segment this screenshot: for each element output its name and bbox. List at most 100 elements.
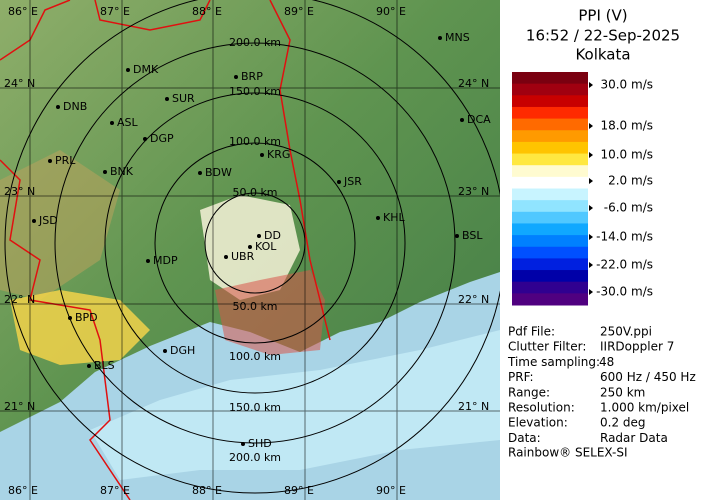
scale-tick (589, 289, 593, 295)
latitude-label: 21° N (458, 400, 489, 413)
place-dot (103, 170, 107, 174)
longitude-label: 88° E (192, 484, 222, 497)
color-band (512, 165, 588, 178)
color-band (512, 211, 588, 224)
place-dot (241, 442, 245, 446)
place-dot (234, 75, 238, 79)
range-label: 200.0 km (229, 36, 281, 49)
scale-label: -6.0 m/s (604, 201, 653, 215)
graticule (0, 0, 500, 500)
info-key: Range: (508, 385, 550, 399)
info-value: 0.2 deg (600, 416, 646, 430)
color-band (512, 141, 588, 155)
color-band (512, 83, 588, 96)
info-key: Elevation: (508, 416, 568, 430)
info-value: 1.000 km/pixel (600, 401, 689, 415)
place-label: ASL (117, 116, 139, 129)
info-key: PRF: (508, 370, 534, 384)
place-dot (143, 137, 147, 141)
longitude-label: 87° E (100, 484, 130, 497)
info-key: Pdf File: (508, 325, 555, 339)
site-name: Kolkata (575, 46, 630, 64)
range-label: 50.0 km (232, 300, 277, 313)
range-label: 200.0 km (229, 451, 281, 464)
scale-tick (589, 205, 593, 211)
range-label: 100.0 km (229, 350, 281, 363)
info-value: 250V.ppi (600, 325, 652, 339)
place-label: BDW (205, 166, 232, 179)
latitude-label: 23° N (4, 185, 35, 198)
place-label: BRP (241, 70, 263, 83)
place-label: BSL (462, 229, 483, 242)
info-key: Data: (508, 431, 541, 445)
scale-label: 10.0 m/s (600, 148, 653, 162)
scale-tick (589, 82, 593, 88)
place-label: KOL (255, 240, 277, 253)
latitude-label: 22° N (4, 293, 35, 306)
place-dot (438, 36, 442, 40)
color-band (512, 106, 588, 120)
color-band (512, 118, 588, 131)
place-dot (56, 105, 60, 109)
place-label: SHD (248, 437, 272, 450)
range-label: 150.0 km (229, 85, 281, 98)
longitude-label: 90° E (376, 484, 406, 497)
scale-tick (589, 178, 593, 184)
place-dot (460, 118, 464, 122)
color-band (512, 153, 588, 166)
place-dot (455, 234, 459, 238)
longitude-label: 86° E (8, 5, 38, 18)
place-label: PRL (55, 154, 76, 167)
place-label: DNB (63, 100, 87, 113)
scale-label: -22.0 m/s (596, 258, 653, 272)
color-band (512, 200, 588, 213)
color-band (512, 246, 588, 259)
scale-label: -14.0 m/s (596, 230, 653, 244)
latitude-label: 23° N (458, 185, 489, 198)
info-value: Radar Data (600, 431, 668, 445)
info-value: 250 km (600, 385, 645, 399)
range-rings (4, 0, 500, 494)
color-band (512, 72, 588, 85)
place-dot (376, 216, 380, 220)
place-label: UBR (231, 250, 255, 263)
color-band (512, 188, 588, 201)
info-value: IIRDoppler 7 (600, 340, 674, 354)
place-dot (32, 219, 36, 223)
place-label: MDP (153, 254, 178, 267)
scale-tick (589, 123, 593, 129)
place-label: JSR (343, 175, 362, 188)
legend-title: PPI (V) (578, 7, 627, 25)
latitude-label: 24° N (458, 77, 489, 90)
color-band (512, 95, 588, 108)
place-label: BPD (75, 311, 98, 324)
longitude-label: 87° E (100, 5, 130, 18)
echo-yellow (10, 290, 150, 365)
place-label: DCA (467, 113, 491, 126)
scale-label: 30.0 m/s (600, 78, 653, 92)
latitude-label: 22° N (458, 293, 489, 306)
place-dot (146, 259, 150, 263)
place-dot (260, 153, 264, 157)
footer: Rainbow® SELEX-SI (508, 446, 628, 460)
range-label: 100.0 km (229, 135, 281, 148)
border-lines (0, 0, 331, 500)
place-dot (257, 234, 261, 238)
longitude-label: 89° E (284, 5, 314, 18)
place-label: BNK (110, 165, 134, 178)
place-dot (224, 255, 228, 259)
place-label: DMK (133, 63, 159, 76)
place-dot (126, 68, 130, 72)
color-band (512, 293, 588, 306)
latitude-label: 24° N (4, 77, 35, 90)
place-dot (68, 316, 72, 320)
color-band (512, 235, 588, 248)
scale-tick (589, 152, 593, 158)
place-dot (110, 121, 114, 125)
range-label: 150.0 km (229, 401, 281, 414)
place-label: DD (264, 229, 281, 242)
place-label: BLS (94, 359, 115, 372)
place-dot (337, 180, 341, 184)
info-value: 600 Hz / 450 Hz (600, 370, 696, 384)
